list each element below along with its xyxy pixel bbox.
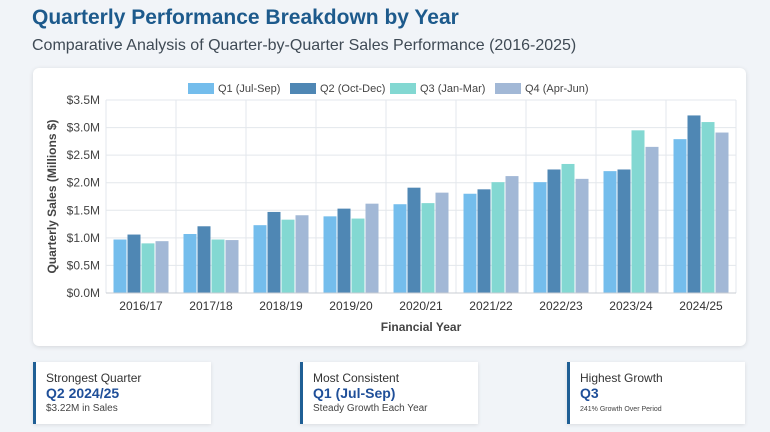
y-tick-label: $2.0M xyxy=(67,176,100,190)
y-tick-label: $0.0M xyxy=(67,286,100,300)
bar-q4-2020-21 xyxy=(435,192,449,293)
y-tick-label: $0.5M xyxy=(67,258,100,272)
bar-q2-2019-20 xyxy=(337,208,351,293)
bar-q3-2017-18 xyxy=(211,239,225,293)
bar-q3-2016-17 xyxy=(141,243,155,293)
stat-note: 241% Growth Over Period xyxy=(580,406,662,413)
bar-q1-2017-18 xyxy=(183,233,197,293)
stat-card-most-consistent: Most Consistent Q1 (Jul-Sep) Steady Grow… xyxy=(300,362,478,424)
bar-q2-2022-23 xyxy=(547,169,561,293)
y-axis-title: Quarterly Sales (Millions $) xyxy=(45,119,59,273)
stat-label: Most Consistent xyxy=(313,371,400,385)
bar-q3-2019-20 xyxy=(351,218,365,293)
stat-label: Highest Growth xyxy=(580,371,663,385)
bar-q2-2017-18 xyxy=(197,226,211,293)
legend-label-q1: Q1 (Jul-Sep) xyxy=(218,83,280,95)
bar-q3-2022-23 xyxy=(561,163,575,293)
bar-q1-2023-24 xyxy=(603,171,617,293)
page-subtitle: Comparative Analysis of Quarter-by-Quart… xyxy=(32,37,577,54)
stat-label: Strongest Quarter xyxy=(46,371,142,385)
bar-q1-2019-20 xyxy=(323,216,337,293)
bar-q2-2018-19 xyxy=(267,211,281,293)
bar-q1-2016-17 xyxy=(113,239,127,293)
x-tick-label: 2019/20 xyxy=(329,299,373,313)
bar-q1-2024-25 xyxy=(673,139,687,293)
legend-swatch-q1 xyxy=(188,83,214,94)
bar-q2-2023-24 xyxy=(617,169,631,293)
y-tick-label: $1.0M xyxy=(67,231,100,245)
bar-q1-2020-21 xyxy=(393,204,407,293)
x-tick-label: 2022/23 xyxy=(539,299,583,313)
bar-q1-2021-22 xyxy=(463,193,477,293)
stat-value: Q2 2024/25 xyxy=(46,385,120,401)
legend-swatch-q4 xyxy=(495,83,521,94)
x-tick-label: 2021/22 xyxy=(469,299,513,313)
bar-q4-2023-24 xyxy=(645,146,659,293)
bar-q3-2020-21 xyxy=(421,203,435,293)
bar-q3-2023-24 xyxy=(631,130,645,293)
x-tick-label: 2024/25 xyxy=(679,299,723,313)
stat-card-strongest-quarter: Strongest Quarter Q2 2024/25 $3.22M in S… xyxy=(33,362,211,424)
legend-swatch-q3 xyxy=(390,83,416,94)
y-tick-label: $3.5M xyxy=(67,93,100,107)
legend-label-q2: Q2 (Oct-Dec) xyxy=(320,83,385,95)
bar-q3-2024-25 xyxy=(701,122,715,293)
y-tick-label: $2.5M xyxy=(67,148,100,162)
x-tick-label: 2016/17 xyxy=(119,299,163,313)
legend-swatch-q2 xyxy=(290,83,316,94)
stat-card-highest-growth: Highest Growth Q3 241% Growth Over Perio… xyxy=(567,362,745,424)
chart-card: $0.0M $0.5M $1.0M $1.5M $2.0M $2.5M $3.0M $3.5M… xyxy=(33,68,746,346)
x-tick-label: 2020/21 xyxy=(399,299,443,313)
legend-label-q4: Q4 (Apr-Jun) xyxy=(525,83,589,95)
bar-q3-2021-22 xyxy=(491,182,505,293)
bar-q1-2022-23 xyxy=(533,182,547,293)
bar-q4-2024-25 xyxy=(715,132,729,293)
bar-q4-2021-22 xyxy=(505,176,519,293)
bar-q1-2018-19 xyxy=(253,225,267,293)
x-tick-label: 2023/24 xyxy=(609,299,653,313)
page-title: Quarterly Performance Breakdown by Year xyxy=(32,6,459,29)
bar-q2-2021-22 xyxy=(477,189,491,293)
bar-q4-2016-17 xyxy=(155,241,169,293)
stat-note: Steady Growth Each Year xyxy=(313,403,428,414)
bar-q2-2024-25 xyxy=(687,115,701,293)
bar-q3-2018-19 xyxy=(281,219,295,293)
stat-note: $3.22M in Sales xyxy=(46,403,118,414)
x-axis-title: Financial Year xyxy=(381,320,462,334)
quarterly-sales-chart: $0.0M $0.5M $1.0M $1.5M $2.0M $2.5M $3.0M $3.5M… xyxy=(45,83,737,334)
stat-value: Q1 (Jul-Sep) xyxy=(313,385,396,401)
bar-q2-2016-17 xyxy=(127,234,141,293)
bar-q4-2018-19 xyxy=(295,215,309,293)
x-tick-label: 2017/18 xyxy=(189,299,233,313)
bar-q4-2022-23 xyxy=(575,178,589,293)
legend-label-q3: Q3 (Jan-Mar) xyxy=(420,83,485,95)
y-tick-label: $3.0M xyxy=(67,121,100,135)
y-tick-label: $1.5M xyxy=(67,203,100,217)
x-tick-label: 2018/19 xyxy=(259,299,303,313)
bar-q4-2017-18 xyxy=(225,240,239,293)
bar-q4-2019-20 xyxy=(365,203,379,293)
bar-q2-2020-21 xyxy=(407,187,421,293)
stat-value: Q3 xyxy=(580,385,599,401)
